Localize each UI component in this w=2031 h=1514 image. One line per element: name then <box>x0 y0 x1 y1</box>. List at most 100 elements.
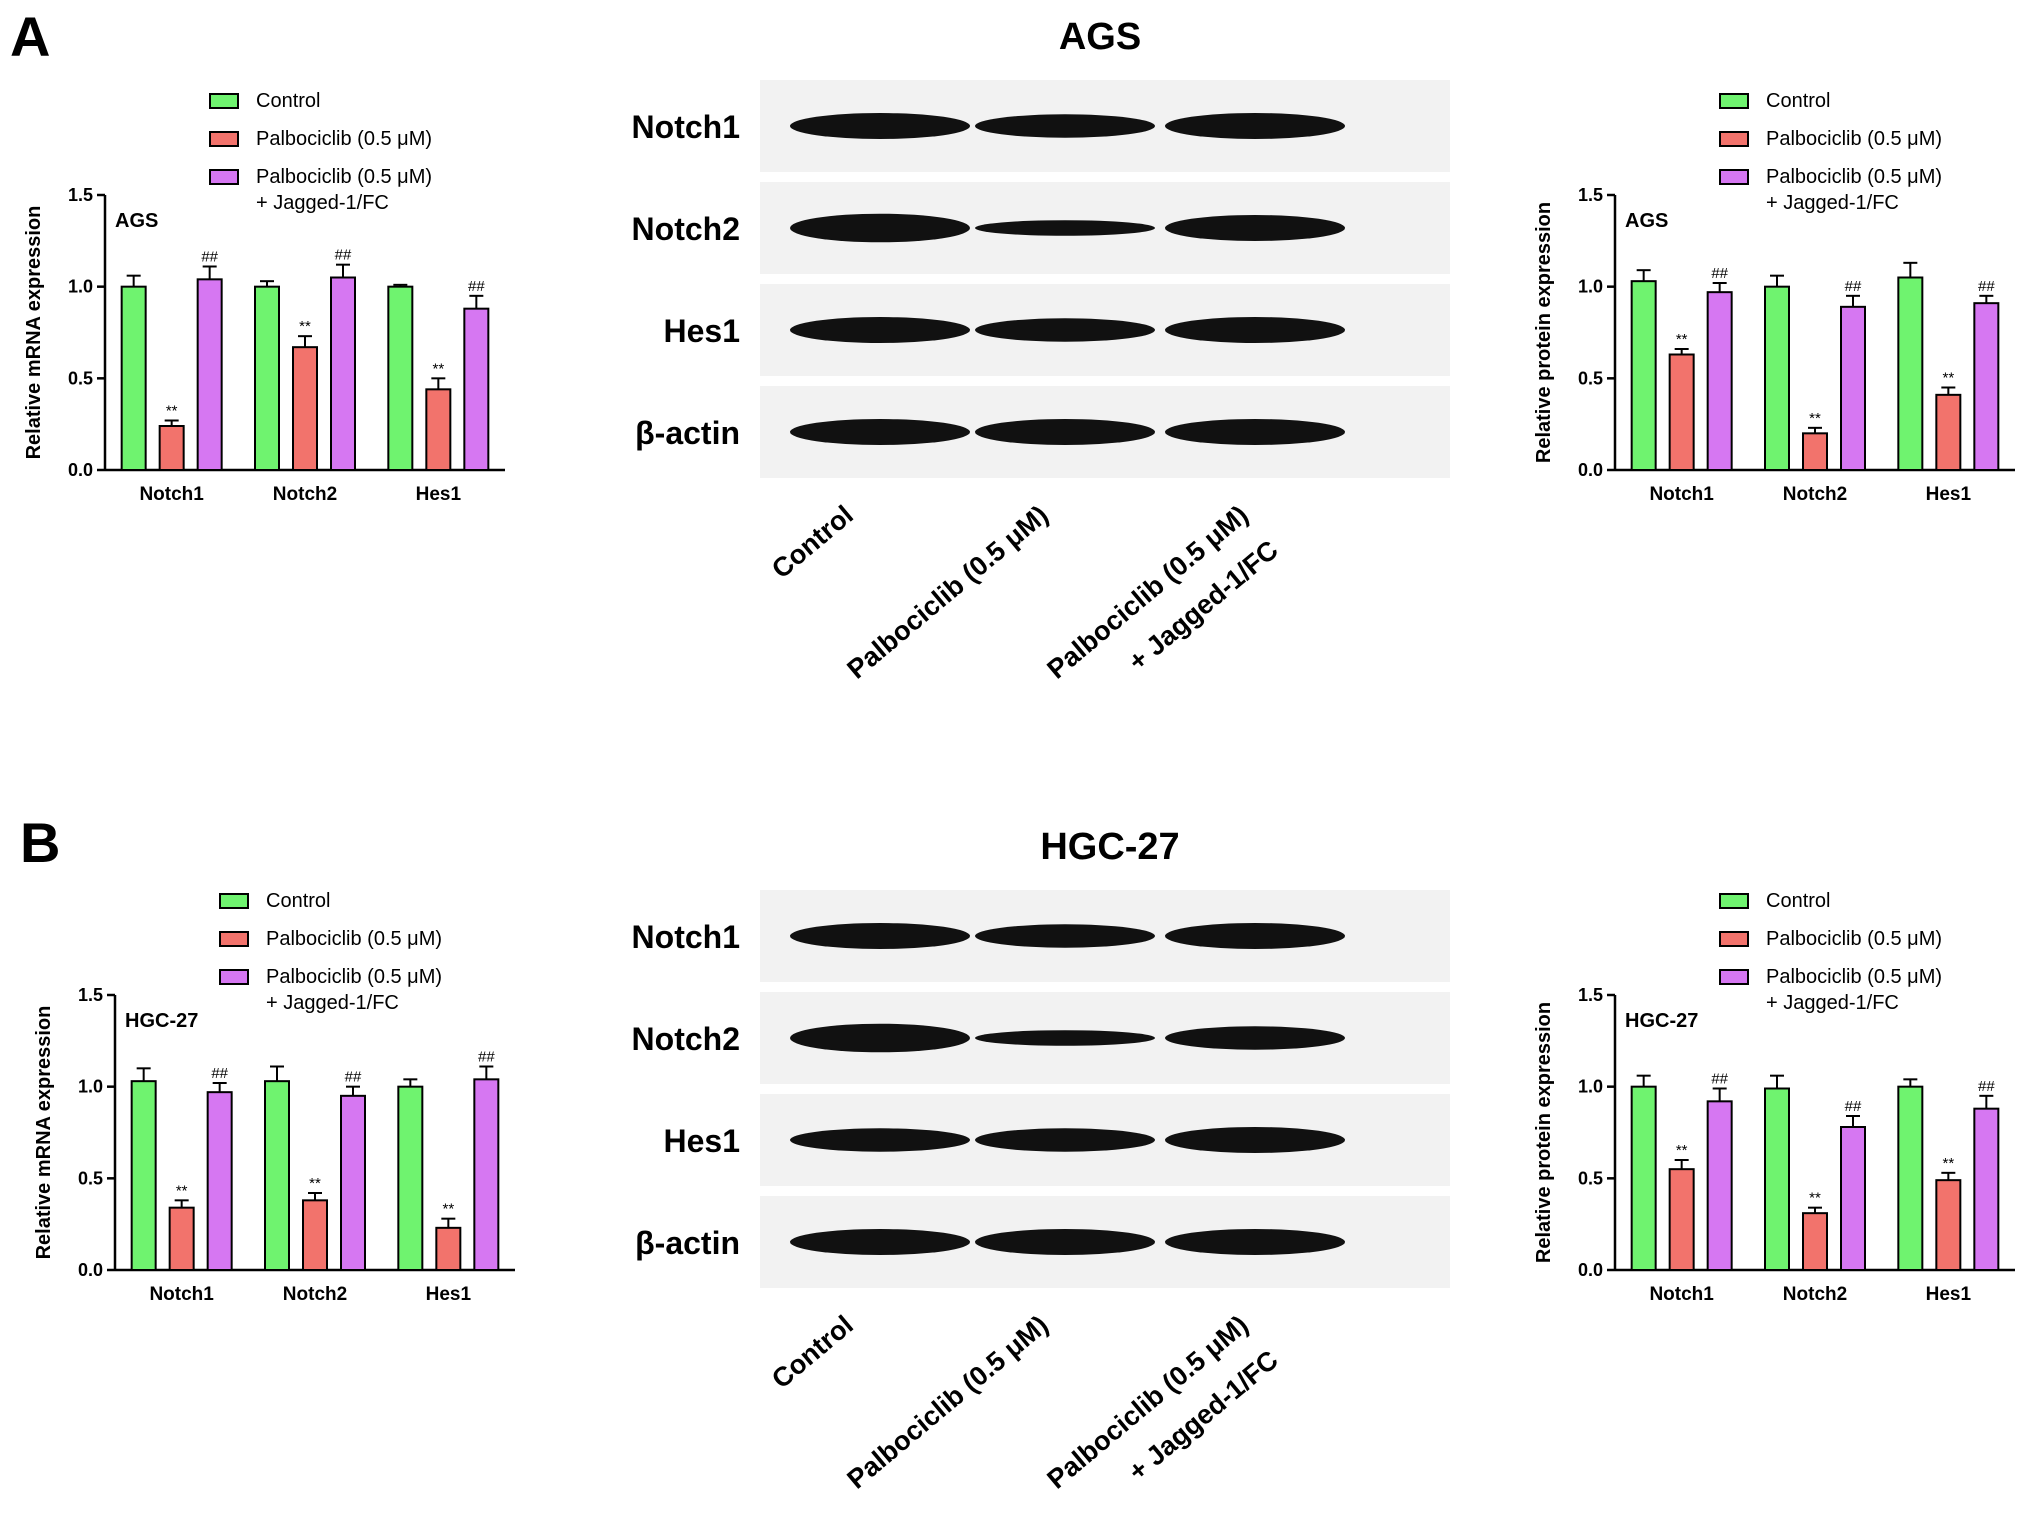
chart-title: AGS <box>115 210 158 232</box>
x-tick-label: Notch2 <box>1783 484 1847 505</box>
legend-swatch-3 <box>1719 169 1749 185</box>
chart-title: HGC-27 <box>125 1010 198 1032</box>
bar-notch2-series-2 <box>1802 1212 1828 1271</box>
legend-swatch-2 <box>219 931 249 947</box>
bar-hes1-series-2 <box>1935 1179 1962 1271</box>
bar-notch2-series-1 <box>1764 285 1790 471</box>
chart-ags-protein: Relative protein expression 0.0 0.5 1.0 1.5 A… <box>1533 90 2015 505</box>
bar-hes1-series-2 <box>425 388 452 472</box>
bar-notch1-series-3 <box>206 1091 233 1271</box>
bar-notch1-series-3 <box>1706 1100 1733 1271</box>
x-tick-label: Hes1 <box>416 484 462 505</box>
significance-mark: ** <box>1676 1142 1688 1159</box>
legend-label-4: + Jagged-1/FC <box>1766 992 1899 1014</box>
western-blot-hgc27: Notch1 Notch2 Hes1 β-actin ControlPalbocicli… <box>632 890 1450 1495</box>
protein-band <box>1165 113 1345 139</box>
significance-mark: ## <box>211 1065 228 1082</box>
legend-swatch-1 <box>209 93 239 109</box>
y-axis-label: Relative protein expression <box>1533 1002 1555 1263</box>
blot-row-label: β-actin <box>635 415 740 451</box>
legend-swatch-1 <box>1719 893 1749 909</box>
y-tick-label: 0.5 <box>78 1168 103 1188</box>
x-tick-label: Notch1 <box>139 484 204 505</box>
bar-notch1-series-1 <box>130 1080 157 1271</box>
bar-notch2-series-2 <box>1802 432 1828 472</box>
y-tick-label: 0.0 <box>1578 1260 1603 1280</box>
bar-hes1-series-3 <box>1973 1107 2000 1271</box>
bar-notch2-series-2 <box>292 346 318 471</box>
protein-band <box>975 318 1155 342</box>
protein-band <box>1165 1229 1345 1255</box>
significance-mark: ## <box>335 247 352 264</box>
blot-row-label: Notch2 <box>632 1021 740 1057</box>
protein-band <box>1165 419 1345 445</box>
significance-mark: ** <box>166 403 178 420</box>
bar-notch2-series-1 <box>264 1080 290 1271</box>
protein-band <box>790 419 970 445</box>
bar-hes1-series-1 <box>1897 276 1924 471</box>
x-tick-label: Notch1 <box>1649 484 1714 505</box>
blot-row-label: Notch1 <box>632 919 740 955</box>
bar-notch2-series-3 <box>330 276 356 471</box>
protein-band <box>975 1128 1155 1152</box>
legend-label-3: Palbociclib (0.5 μM) <box>1766 166 1942 188</box>
y-axis-label: Relative mRNA expression <box>33 1006 55 1260</box>
bar-hes1-series-1 <box>387 285 414 471</box>
bar-notch2-series-3 <box>1840 305 1866 471</box>
protein-band <box>1165 1026 1345 1050</box>
significance-mark: ## <box>1845 278 1862 295</box>
x-tick-label: Hes1 <box>426 1284 472 1305</box>
protein-band <box>975 1229 1155 1255</box>
y-tick-label: 0.0 <box>68 460 93 480</box>
y-tick-label: 0.0 <box>1578 460 1603 480</box>
protein-band <box>975 419 1155 445</box>
panel-letter-a: A <box>10 5 51 68</box>
protein-band <box>975 114 1155 138</box>
legend-label-2: Palbociclib (0.5 μM) <box>266 928 442 950</box>
protein-band <box>975 1030 1155 1046</box>
blot-row-label: Hes1 <box>664 1123 741 1159</box>
significance-mark: ** <box>1809 1190 1821 1207</box>
bar-notch1-series-1 <box>1630 280 1657 471</box>
chart-hgc27-mrna: Relative mRNA expression 0.0 0.5 1.0 1.5 HGC-… <box>33 890 515 1305</box>
significance-mark: ## <box>478 1049 495 1066</box>
bar-notch2-series-1 <box>1764 1087 1790 1271</box>
blot-row-label: Notch2 <box>632 211 740 247</box>
bar-hes1-series-1 <box>1897 1085 1924 1271</box>
bar-notch2-series-3 <box>340 1094 366 1271</box>
x-tick-label: Hes1 <box>1926 1284 1972 1305</box>
bar-hes1-series-2 <box>435 1226 462 1272</box>
significance-mark: ## <box>201 249 218 266</box>
legend-swatch-3 <box>209 169 239 185</box>
bar-notch1-series-1 <box>120 285 147 471</box>
protein-band <box>790 213 970 243</box>
x-tick-label: Notch1 <box>1649 1284 1714 1305</box>
x-tick-label: Notch2 <box>1783 1284 1847 1305</box>
blot-row-label: Notch1 <box>632 109 740 145</box>
x-tick-label: Notch2 <box>283 1284 347 1305</box>
legend-label-4: + Jagged-1/FC <box>266 992 399 1014</box>
y-axis-label: Relative protein expression <box>1533 202 1555 463</box>
legend-label-3: Palbociclib (0.5 μM) <box>266 966 442 988</box>
legend-label-4: + Jagged-1/FC <box>1766 192 1899 214</box>
bar-hes1-series-1 <box>397 1085 424 1271</box>
bar-notch1-series-2 <box>1668 1168 1695 1271</box>
significance-mark: ** <box>442 1201 454 1218</box>
legend-swatch-2 <box>1719 131 1749 147</box>
lane-label-1: Control <box>766 500 859 585</box>
blot-title-hgc27: HGC-27 <box>1040 826 1180 868</box>
x-tick-label: Notch2 <box>273 484 337 505</box>
chart-title: HGC-27 <box>1625 1010 1698 1032</box>
protein-band <box>790 923 970 949</box>
bar-hes1-series-3 <box>473 1078 500 1271</box>
bar-notch1-series-2 <box>168 1206 195 1271</box>
legend-swatch-1 <box>1719 93 1749 109</box>
lane-label-2: Palbociclib (0.5 μM) <box>841 1310 1053 1495</box>
y-tick-label: 0.5 <box>1578 368 1603 388</box>
legend-label-3: Palbociclib (0.5 μM) <box>1766 966 1942 988</box>
legend-label-2: Palbociclib (0.5 μM) <box>1766 928 1942 950</box>
protein-band <box>1165 317 1345 343</box>
protein-band <box>790 1128 970 1152</box>
legend-label-1: Control <box>256 90 320 112</box>
protein-band <box>975 220 1155 236</box>
